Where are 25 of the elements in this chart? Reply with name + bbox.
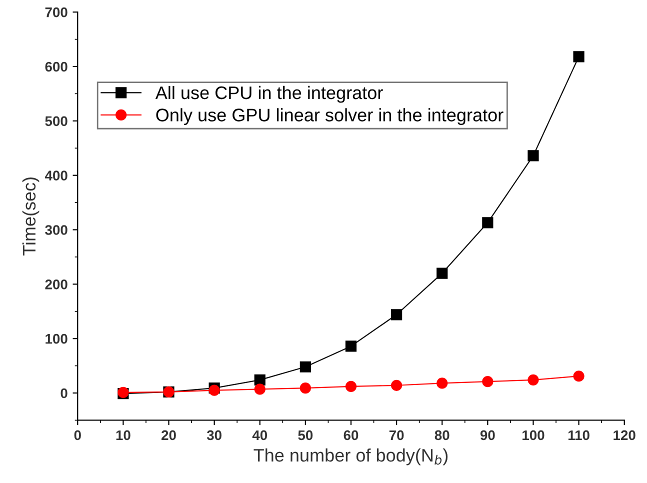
x-tick-label: 40 — [252, 430, 268, 440]
y-axis-title: Time(sec) — [22, 177, 40, 256]
x-tick-label: 120 — [614, 430, 636, 440]
x-axis-title: The number of body(N$_{b}$) — [254, 448, 448, 466]
x-tick-label: 20 — [162, 430, 176, 440]
y-tick-label: 700 — [45, 7, 68, 18]
y-tick-label: 100 — [46, 334, 68, 344]
x-tick-label: 70 — [389, 430, 404, 440]
y-tick-label: 300 — [45, 225, 68, 235]
y-tick-label: 400 — [44, 170, 68, 180]
x-tick-label: 100 — [522, 430, 544, 440]
x-tick-label: 80 — [434, 430, 450, 440]
y-tick-label: 600 — [45, 62, 68, 72]
x-tick-label: 0 — [74, 430, 81, 440]
legend-label: All use CPU in the integrator — [155, 86, 383, 103]
x-tick-label: 90 — [480, 430, 495, 440]
legend-label: Only use GPU linear solver in the integrator — [156, 108, 504, 126]
x-tick-label: 60 — [344, 430, 358, 440]
y-tick-label: 0 — [60, 388, 68, 398]
x-tick-label: 10 — [116, 430, 130, 440]
x-tick-label: 50 — [298, 430, 313, 440]
x-tick-label: 30 — [206, 430, 222, 440]
y-tick-label: 500 — [45, 116, 68, 126]
y-tick-label: 200 — [45, 280, 68, 290]
x-tick-label: 110 — [568, 430, 590, 440]
